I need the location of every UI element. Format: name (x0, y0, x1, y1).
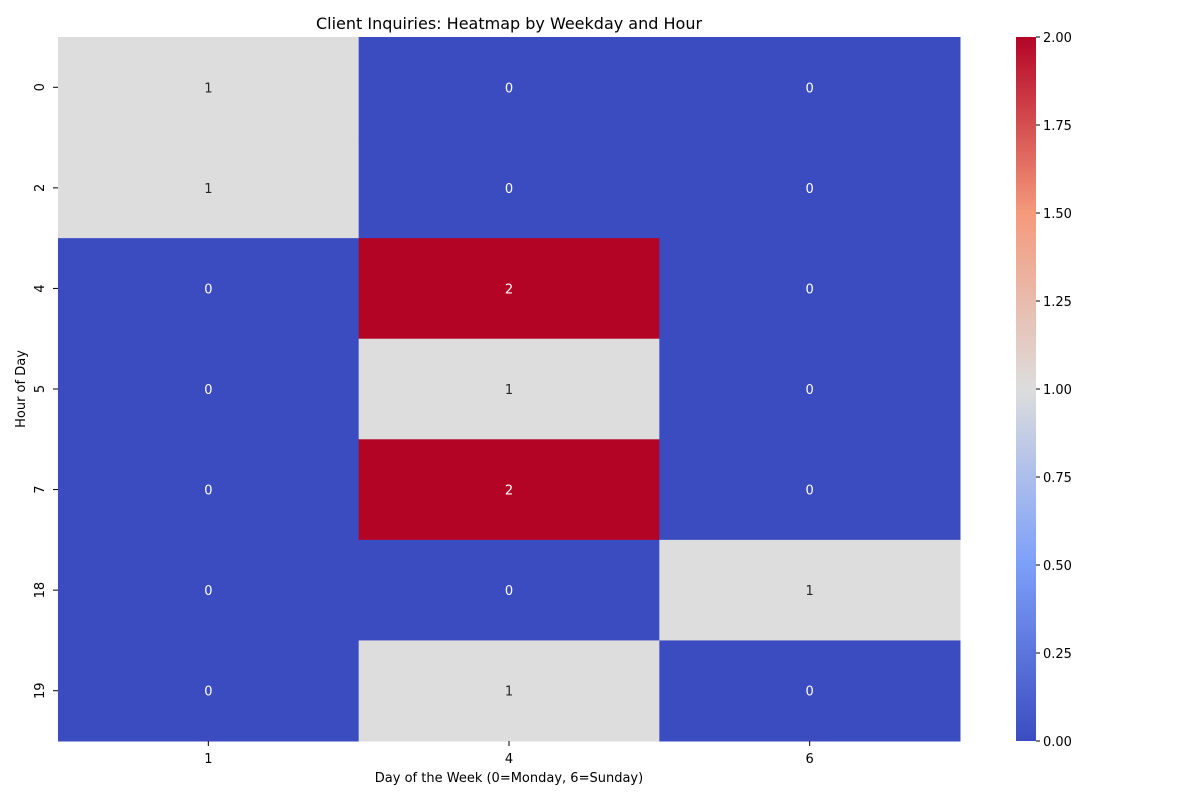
heatmap-cell-r5-c1 (358, 539, 660, 641)
x-axis-label: Day of the Week (0=Monday, 6=Sunday) (375, 771, 643, 786)
heatmap-cells: 1 0 0 1 0 0 0 2 0 0 1 0 0 2 0 0 0 1 0 1 0 (58, 37, 961, 742)
y-tick-label-19: 19 (33, 682, 48, 699)
x-tick-label-4: 4 (505, 752, 513, 767)
x-axis-ticks: 1 4 6 (204, 741, 814, 767)
heatmap-cell-r5-c0 (58, 539, 360, 641)
cell-value-label-r0-c1: 0 (505, 81, 513, 96)
heatmap-cell-r5-c2 (659, 539, 961, 641)
cell-value-label-r6-c1: 1 (505, 685, 513, 700)
colorbar-tick-label-1: 0.25 (1043, 647, 1072, 662)
chart-title: Client Inquiries: Heatmap by Weekday and… (316, 14, 702, 33)
x-tick-label-6: 6 (806, 752, 814, 767)
colorbar-tick-label-5: 1.25 (1043, 295, 1072, 310)
colorbar-tick-label-6: 1.50 (1043, 207, 1072, 222)
heatmap-cell-r0-c2 (659, 37, 961, 139)
heatmap-cell-r1-c1 (358, 137, 660, 239)
cell-value-label-r3-c1: 1 (505, 383, 513, 398)
heatmap-cell-r3-c1 (358, 338, 660, 440)
heatmap-cell-r6-c1 (358, 640, 660, 742)
y-tick-label-18: 18 (33, 582, 48, 599)
cell-value-label-r1-c2: 0 (806, 182, 814, 197)
y-tick-label-4: 4 (33, 284, 48, 292)
heatmap-cell-r2-c1 (358, 238, 660, 340)
cell-value-label-r0-c2: 0 (806, 81, 814, 96)
cell-value-label-r6-c0: 0 (204, 685, 212, 700)
heatmap-cell-r0-c0 (58, 37, 360, 139)
cell-value-label-r4-c2: 0 (806, 484, 814, 499)
y-tick-label-2: 2 (33, 184, 48, 192)
heatmap-cell-r2-c2 (659, 238, 961, 340)
colorbar-gradient (1016, 37, 1036, 741)
cell-value-label-r3-c2: 0 (806, 383, 814, 398)
y-tick-label-5: 5 (33, 385, 48, 393)
cell-value-label-r2-c0: 0 (204, 282, 212, 297)
cell-value-label-r4-c1: 2 (505, 484, 513, 499)
cell-value-label-r4-c0: 0 (204, 484, 212, 499)
colorbar-tick-label-7: 1.75 (1043, 119, 1072, 134)
cell-value-label-r0-c0: 1 (204, 81, 212, 96)
heatmap-cell-r1-c2 (659, 137, 961, 239)
cell-value-label-r2-c1: 2 (505, 282, 513, 297)
cell-value-label-r5-c2: 1 (806, 584, 814, 599)
cell-value-label-r1-c1: 0 (505, 182, 513, 197)
colorbar-tick-label-3: 0.75 (1043, 471, 1072, 486)
heatmap-cell-r6-c2 (659, 640, 961, 742)
heatmap-cell-r4-c1 (358, 439, 660, 541)
cell-value-label-r3-c0: 0 (204, 383, 212, 398)
colorbar-tick-label-0: 0.00 (1043, 735, 1072, 750)
y-tick-label-7: 7 (33, 485, 48, 493)
cell-value-label-r5-c1: 0 (505, 584, 513, 599)
colorbar-tick-label-8: 2.00 (1043, 31, 1072, 46)
y-axis-label: Hour of Day (14, 350, 29, 428)
heatmap-cell-r3-c2 (659, 338, 961, 440)
colorbar-tick-label-2: 0.50 (1043, 559, 1072, 574)
x-tick-label-1: 1 (204, 752, 212, 767)
colorbar-tick-label-4: 1.00 (1043, 383, 1072, 398)
colorbar: 0.00 0.25 0.50 0.75 1.00 1.25 1.50 1.75 2.00 (1016, 31, 1072, 750)
y-axis-ticks: 0 2 4 5 7 18 19 (33, 83, 58, 699)
heatmap-cell-r4-c2 (659, 439, 961, 541)
heatmap-cell-r3-c0 (58, 338, 360, 440)
cell-value-label-r6-c2: 0 (806, 685, 814, 700)
heatmap-cell-r4-c0 (58, 439, 360, 541)
cell-value-label-r2-c2: 0 (806, 282, 814, 297)
y-tick-label-0: 0 (33, 83, 48, 91)
cell-value-label-r5-c0: 0 (204, 584, 212, 599)
heatmap-cell-r0-c1 (358, 37, 660, 139)
heatmap-cell-r2-c0 (58, 238, 360, 340)
heatmap-cell-r6-c0 (58, 640, 360, 742)
heatmap-cell-r1-c0 (58, 137, 360, 239)
cell-value-label-r1-c0: 1 (204, 182, 212, 197)
